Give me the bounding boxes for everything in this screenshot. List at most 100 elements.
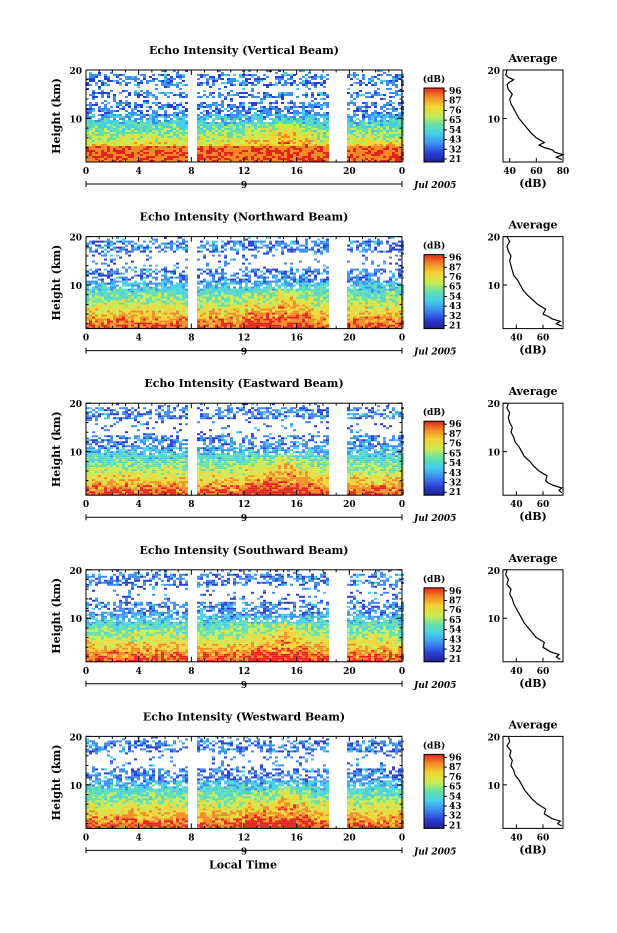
heatmap-cell [323, 289, 326, 291]
heatmap-cell [323, 291, 326, 293]
heatmap-cell [197, 251, 200, 253]
heatmap-cell [314, 128, 317, 130]
heatmap-cell [296, 138, 299, 140]
heatmap-cell [239, 289, 242, 291]
heatmap-cell [305, 132, 308, 134]
heatmap-cell [125, 263, 128, 265]
heatmap-cell [287, 289, 290, 291]
heatmap-cell [119, 301, 122, 303]
heatmap-cell [200, 146, 203, 148]
heatmap-cell [362, 255, 365, 257]
heatmap-cell [257, 134, 260, 136]
heatmap-cell [302, 249, 305, 251]
heatmap-cell [116, 106, 119, 108]
heatmap-cell [179, 128, 182, 130]
heatmap-cell [230, 275, 233, 277]
heatmap-cell [104, 148, 107, 150]
heatmap-cell [347, 275, 350, 277]
heatmap-cell [92, 283, 95, 285]
heatmap-cell [143, 295, 146, 297]
heatmap-cell [137, 110, 140, 112]
heatmap-cell [317, 150, 320, 152]
heatmap-cell [383, 150, 386, 152]
heatmap-cell [116, 120, 119, 122]
heatmap-cell [395, 136, 398, 138]
heatmap-cell [380, 122, 383, 124]
heatmap-cell [248, 249, 251, 251]
heatmap-cell [92, 152, 95, 154]
heatmap-cell [383, 128, 386, 130]
heatmap-cell [158, 102, 161, 104]
heatmap-cell [206, 106, 209, 108]
heatmap-cell [224, 128, 227, 130]
heatmap-cell [119, 140, 122, 142]
heatmap-cell [377, 281, 380, 283]
heatmap-cell [152, 301, 155, 303]
heatmap-cell [242, 130, 245, 132]
heatmap-cell [161, 297, 164, 299]
heatmap-cell [245, 116, 248, 118]
heatmap-cell [263, 94, 266, 96]
heatmap-cell [251, 152, 254, 154]
heatmap-cell [347, 273, 350, 275]
heatmap-cell [326, 281, 329, 283]
heatmap-cell [380, 269, 383, 271]
heatmap-cell [143, 299, 146, 301]
heatmap-cell [179, 134, 182, 136]
heatmap-cell [305, 142, 308, 144]
heatmap-cell [218, 76, 221, 78]
heatmap-cell [296, 283, 299, 285]
heatmap-cell [95, 132, 98, 134]
heatmap-cell [386, 142, 389, 144]
heatmap-cell [368, 249, 371, 251]
heatmap-cell [296, 126, 299, 128]
heatmap-cell [119, 154, 122, 156]
heatmap-cell [353, 124, 356, 126]
heatmap-cell [101, 281, 104, 283]
heatmap-cell [302, 297, 305, 299]
heatmap-cell [155, 285, 158, 287]
heatmap-cell [122, 146, 125, 148]
colorbar-label: (dB) [423, 74, 445, 85]
heatmap-cell [371, 94, 374, 96]
heatmap-cell [266, 112, 269, 114]
heatmap-cell [203, 140, 206, 142]
heatmap-cell [176, 293, 179, 295]
heatmap-cell [197, 108, 200, 110]
heatmap-cell [305, 291, 308, 293]
heatmap-cell [185, 108, 188, 110]
heatmap-cell [308, 122, 311, 124]
heatmap-cell [308, 130, 311, 132]
heatmap-cell [203, 281, 206, 283]
heatmap-cell [377, 152, 380, 154]
heatmap-cell [365, 295, 368, 297]
heatmap-cell [98, 120, 101, 122]
heatmap-cell [353, 154, 356, 156]
heatmap-cell [314, 104, 317, 106]
heatmap-cell [143, 114, 146, 116]
heatmap-cell [101, 122, 104, 124]
heatmap-cell [155, 158, 158, 160]
heatmap-cell [224, 120, 227, 122]
heatmap-cell [284, 118, 287, 120]
heatmap-cell [248, 126, 251, 128]
heatmap-cell [386, 154, 389, 156]
heatmap-cell [170, 140, 173, 142]
heatmap-cell [164, 297, 167, 299]
heatmap-cell [305, 122, 308, 124]
heatmap-cell [302, 124, 305, 126]
heatmap-cell [293, 130, 296, 132]
heatmap-cell [308, 132, 311, 134]
heatmap-cell [227, 126, 230, 128]
heatmap-cell [236, 132, 239, 134]
heatmap-cell [107, 273, 110, 275]
heatmap-cell [107, 128, 110, 130]
heatmap-cell [98, 293, 101, 295]
heatmap-cell [134, 271, 137, 273]
heatmap-cell [89, 116, 92, 118]
heatmap-cell [260, 118, 263, 120]
heatmap-cell [104, 299, 107, 301]
heatmap-cell [143, 249, 146, 251]
heatmap-cell [395, 293, 398, 295]
heatmap-cell [290, 102, 293, 104]
